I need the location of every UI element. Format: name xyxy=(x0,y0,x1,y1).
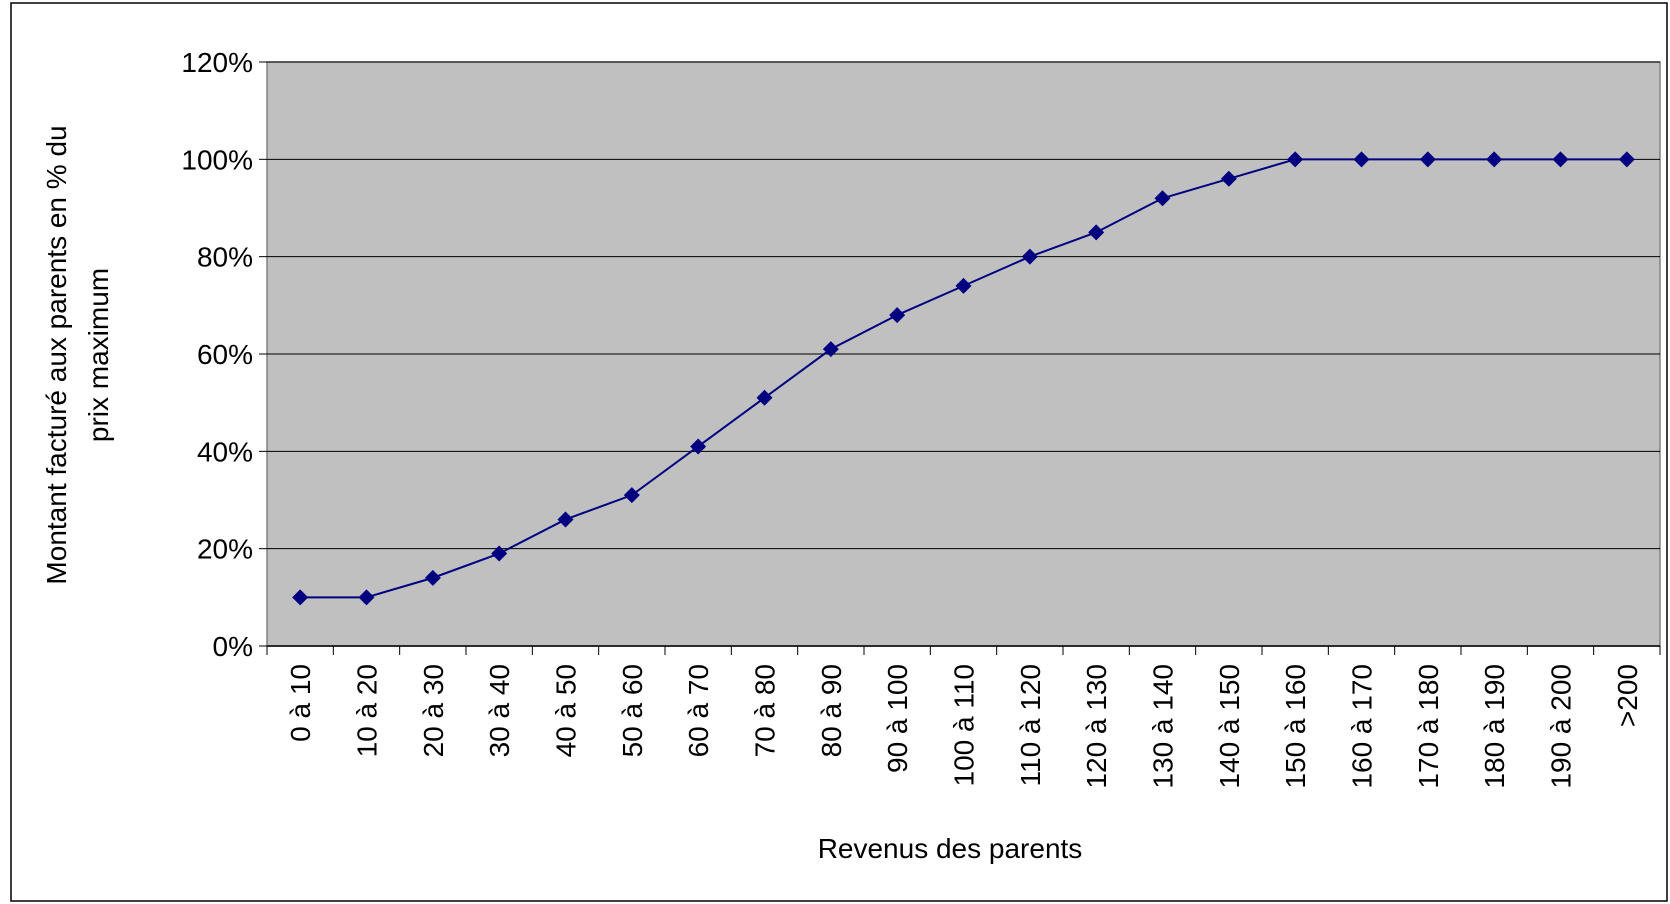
marker xyxy=(1021,248,1038,265)
x-tick-label: 190 à 200 xyxy=(1546,664,1577,789)
marker xyxy=(1353,151,1370,168)
marker xyxy=(690,438,707,455)
x-tick-label: 160 à 170 xyxy=(1347,664,1378,789)
x-tick-label: 110 à 120 xyxy=(1015,664,1046,787)
marker xyxy=(1287,151,1304,168)
x-tick-label: 180 à 190 xyxy=(1479,664,1510,789)
x-tick-label: 130 à 140 xyxy=(1148,664,1179,789)
marker xyxy=(889,307,906,324)
x-tick-label: 20 à 30 xyxy=(418,664,449,757)
marker xyxy=(491,545,508,562)
x-tick-label: 100 à 110 xyxy=(949,664,980,787)
x-tick-label: 10 à 20 xyxy=(352,664,383,757)
y-tick-label: 100% xyxy=(181,144,253,175)
marker xyxy=(557,511,574,528)
y-tick-label: 40% xyxy=(197,436,253,467)
y-tick-label: 0% xyxy=(213,631,253,662)
y-tick-label: 120% xyxy=(181,47,253,78)
marker xyxy=(623,487,640,504)
x-tick-label: 120 à 130 xyxy=(1081,664,1112,789)
x-tick-label: 0 à 10 xyxy=(285,664,316,742)
x-tick-label: 170 à 180 xyxy=(1413,664,1444,789)
x-tick-label: 70 à 80 xyxy=(750,664,781,757)
x-tick-label: 50 à 60 xyxy=(617,664,648,757)
x-tick-label: 150 à 160 xyxy=(1280,664,1311,789)
marker xyxy=(1618,151,1635,168)
y-tick-label: 60% xyxy=(197,339,253,370)
marker xyxy=(955,277,972,294)
y-tick-label: 20% xyxy=(197,534,253,565)
marker xyxy=(1220,170,1237,187)
y-axis-label: Montant facturé aux parents en % du prix … xyxy=(41,125,114,584)
marker xyxy=(1486,151,1503,168)
marker xyxy=(358,589,375,606)
marker xyxy=(1088,224,1105,241)
x-axis-label: Revenus des parents xyxy=(818,833,1083,864)
x-tick-label: 90 à 100 xyxy=(882,664,913,773)
marker xyxy=(1552,151,1569,168)
marker xyxy=(424,569,441,586)
marker xyxy=(1154,190,1171,207)
y-tick-label: 80% xyxy=(197,242,253,273)
x-tick-label: >200 xyxy=(1612,664,1643,727)
x-tick-label: 140 à 150 xyxy=(1214,664,1245,789)
marker xyxy=(292,589,309,606)
x-tick-label: 40 à 50 xyxy=(551,664,582,757)
x-tick-label: 80 à 90 xyxy=(816,664,847,757)
marker xyxy=(822,341,839,358)
x-tick-label: 60 à 70 xyxy=(683,664,714,757)
x-tick-label: 30 à 40 xyxy=(484,664,515,757)
marker xyxy=(1419,151,1436,168)
marker xyxy=(756,389,773,406)
